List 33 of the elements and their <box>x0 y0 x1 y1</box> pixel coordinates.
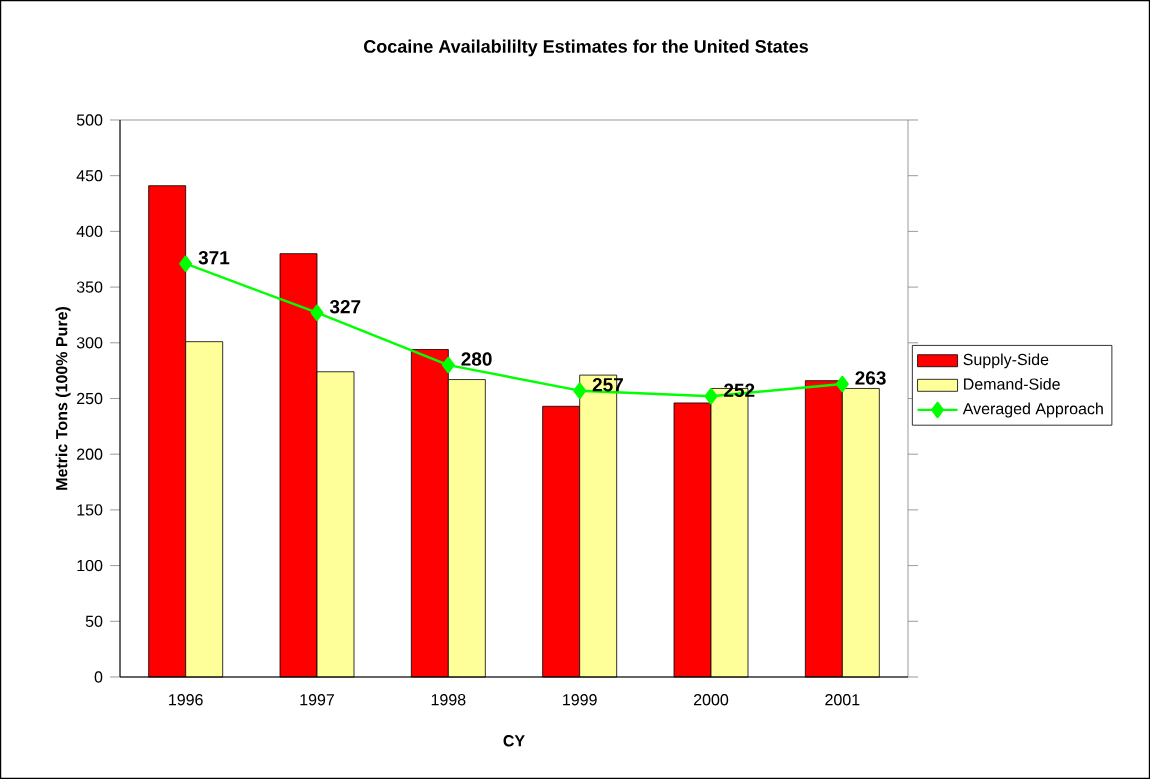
y-tick-label: 100 <box>77 559 103 572</box>
y-tick-label: 400 <box>76 225 103 238</box>
y-tick-label: 250 <box>77 392 103 405</box>
point <box>835 375 849 393</box>
y-tick-label: 450 <box>76 170 103 182</box>
legend-label: Supply-Side <box>963 353 1049 369</box>
point <box>310 304 324 321</box>
y-tick-label: 300 <box>76 337 103 349</box>
x-tick-label: 2000 <box>694 694 729 706</box>
x-tick-label: 2001 <box>825 694 860 706</box>
point <box>179 255 193 272</box>
legend-label: Demand-Side <box>964 378 1060 390</box>
y-tick-label: 50 <box>85 615 103 627</box>
data-label: 327 <box>329 299 361 314</box>
point <box>573 382 587 399</box>
point <box>704 388 718 405</box>
y-tick-label: 500 <box>76 114 103 126</box>
chart-title: Cocaine Availabililty Estimates for the United States <box>364 39 808 57</box>
x-tick-label: 1996 <box>169 694 203 706</box>
y-tick-label: 150 <box>77 504 103 516</box>
data-label: 371 <box>198 250 230 265</box>
x-tick-label: 1997 <box>300 694 334 706</box>
x-axis-title: CY <box>503 735 525 747</box>
data-label: 280 <box>461 352 492 366</box>
y-tick-label: 350 <box>76 281 103 293</box>
y-tick-label: 200 <box>77 448 103 460</box>
point <box>441 356 455 374</box>
x-tick-label: 1998 <box>431 694 466 706</box>
y-tick-label: 0 <box>94 671 103 683</box>
legend-label: Averaged Approach <box>962 402 1103 418</box>
x-tick-label: 1999 <box>563 694 597 706</box>
data-label: 263 <box>855 371 886 385</box>
y-axis-title: Metric Tons (100% Pure) <box>55 307 71 490</box>
